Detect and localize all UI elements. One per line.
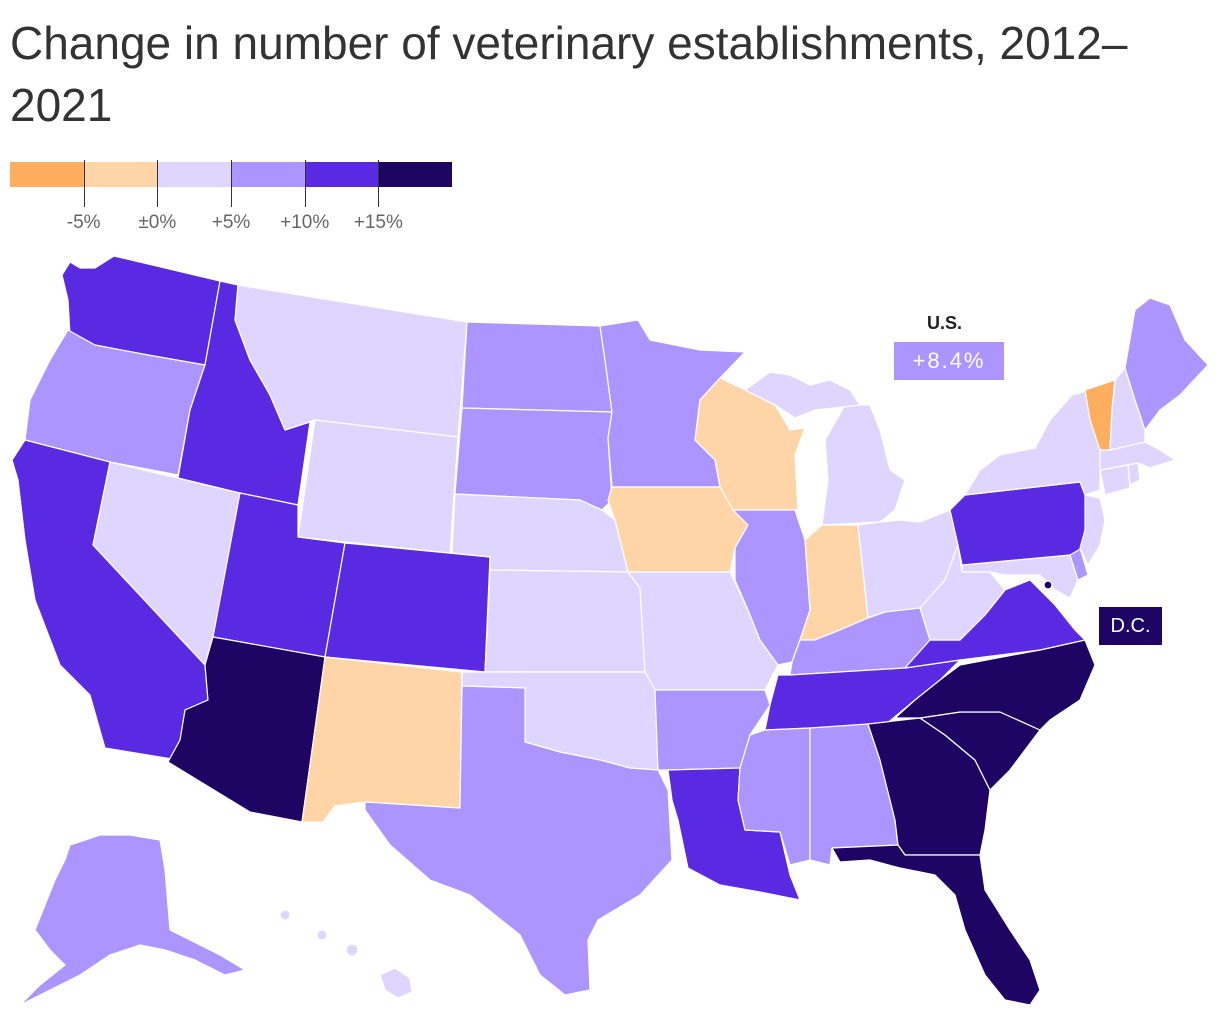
dc-label-badge: D.C.	[1099, 607, 1162, 645]
legend-tick-mark	[83, 160, 85, 207]
state-district-of-columbia[interactable]	[1043, 580, 1053, 590]
legend-swatch	[83, 162, 158, 187]
page-title: Change in number of veterinary establish…	[10, 17, 1128, 131]
state-hawaii[interactable]	[379, 967, 413, 999]
legend-tick-label: +10%	[280, 212, 330, 233]
us-total-value-badge: +8.4%	[894, 342, 1004, 380]
state-michigan[interactable]	[821, 404, 906, 526]
state-florida[interactable]	[831, 844, 1041, 1006]
legend-color-bar	[10, 162, 453, 187]
state-new-mexico[interactable]	[301, 656, 463, 823]
state-massachusetts[interactable]	[1099, 441, 1176, 471]
state-wyoming[interactable]	[297, 419, 459, 554]
legend-tick-label: ±0%	[138, 212, 177, 233]
state-kansas[interactable]	[484, 569, 646, 673]
state-hawaii-maui[interactable]	[345, 943, 359, 957]
state-north-dakota[interactable]	[461, 321, 613, 413]
legend-tick-label: +5%	[211, 212, 251, 233]
state-new-jersey[interactable]	[1079, 494, 1106, 566]
state-alaska[interactable]	[19, 834, 246, 1006]
color-legend: -5% ±0% +5% +10% +15%	[10, 160, 454, 240]
state-montana[interactable]	[234, 284, 468, 438]
state-rhode-island[interactable]	[1127, 462, 1141, 486]
legend-swatch	[157, 162, 232, 187]
legend-swatch	[10, 162, 84, 187]
state-colorado[interactable]	[324, 542, 491, 673]
legend-tick-label: -5%	[66, 212, 101, 233]
legend-swatch	[304, 162, 379, 187]
state-north-carolina[interactable]	[894, 639, 1096, 731]
legend-tick-label: +15%	[353, 212, 403, 233]
state-west-virginia[interactable]	[919, 544, 1006, 641]
state-texas[interactable]	[364, 685, 673, 996]
state-michigan-upper[interactable]	[744, 371, 861, 419]
us-total-label: U.S.	[927, 313, 963, 333]
legend-swatch	[231, 162, 305, 187]
state-maine[interactable]	[1124, 297, 1209, 431]
legend-tick-mark	[231, 160, 232, 207]
state-hawaii-kauai[interactable]	[279, 909, 291, 921]
state-new-york[interactable]	[964, 389, 1101, 496]
state-missouri[interactable]	[627, 571, 779, 691]
legend-tick-mark	[378, 160, 380, 207]
legend-tick-mark	[157, 160, 159, 207]
legend-tick-mark	[304, 160, 306, 207]
legend-swatch	[378, 162, 453, 187]
state-hawaii-oahu[interactable]	[316, 929, 328, 941]
us-choropleth-map	[11, 255, 1209, 1006]
